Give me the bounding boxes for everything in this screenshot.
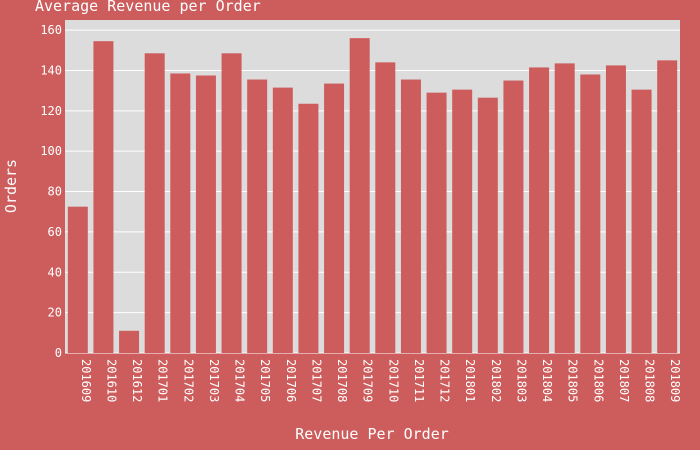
bar-201801 [452,89,473,354]
bar-201708 [324,83,345,353]
bar-201712 [426,92,447,354]
bar-201701 [144,53,165,354]
x-tick-label: 201801 [463,359,477,402]
bar-201711 [400,79,421,353]
x-tick-label: 201807 [617,359,631,402]
x-tick-label: 201802 [489,359,503,402]
y-tick-label: 160 [40,23,62,37]
bar-201807 [605,65,626,353]
x-tick-label: 201712 [438,359,452,402]
x-tick-label: 201803 [514,359,528,402]
y-tick-label: 20 [48,306,62,320]
x-axis-ticks: 201609 201610 201612 201701 201702 201703 2017… [79,359,682,402]
x-axis-title: Revenue Per Order [295,425,449,443]
plot-area [65,20,680,353]
x-tick-label: 201703 [207,359,221,402]
bar-201709 [349,38,370,353]
bar-201706 [272,87,293,353]
y-tick-label: 100 [40,144,62,158]
x-tick-label: 201808 [643,359,657,402]
bar-201805 [554,63,575,354]
x-tick-label: 201706 [284,359,298,402]
x-tick-label: 201702 [181,359,195,402]
bar-201702 [170,73,191,354]
x-tick-label: 201704 [233,359,247,402]
bar-201610 [93,41,114,353]
x-tick-label: 201708 [335,359,349,402]
x-tick-label: 201710 [386,359,400,402]
bar-201710 [375,62,396,354]
x-tick-label: 201711 [412,359,426,402]
bar-201703 [195,75,216,353]
x-tick-label: 201612 [130,359,144,402]
bar-201705 [247,79,268,353]
x-tick-label: 201805 [566,359,580,402]
x-tick-label: 201701 [156,359,170,402]
x-tick-label: 201705 [258,359,272,402]
bar-201804 [529,67,550,353]
x-tick-label: 201609 [79,359,93,402]
y-tick-label: 120 [40,104,62,118]
gridlines [65,29,680,354]
bar-201707 [298,103,319,353]
bar-201806 [580,74,601,353]
bar-201803 [503,80,524,353]
y-tick-label: 0 [55,346,62,360]
x-tick-label: 201809 [668,359,682,402]
x-tick-label: 201709 [361,359,375,402]
chart-title: Average Revenue per Order [35,0,261,15]
x-tick-label: 201610 [104,359,118,402]
bar-201704 [221,53,242,354]
x-tick-label: 201804 [540,359,554,402]
y-axis-ticks: 0 20 40 60 80 100 120 140 160 [40,23,62,360]
bar-201612 [119,330,140,353]
y-axis-title: Orders [2,159,20,213]
bar-201809 [657,60,678,353]
bars [67,38,678,354]
y-tick-label: 60 [48,225,62,239]
y-tick-label: 40 [48,265,62,279]
bar-201808 [631,89,652,354]
x-tick-label: 201707 [309,359,323,402]
bar-201609 [67,206,88,353]
x-tick-label: 201806 [591,359,605,402]
y-tick-label: 80 [48,185,62,199]
y-tick-label: 140 [40,63,62,77]
bar-201802 [477,97,498,353]
